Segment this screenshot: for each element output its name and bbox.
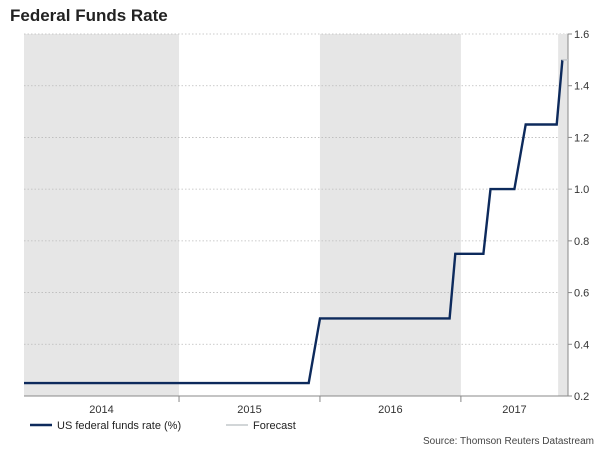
series <box>24 59 568 385</box>
axes <box>24 34 569 397</box>
legend-label: US federal funds rate (%) <box>57 420 181 432</box>
y-tick-label: 1.4 <box>574 81 589 93</box>
year-bands <box>24 34 461 396</box>
y-tick-label: 0.4 <box>574 339 589 351</box>
y-tick-label: 1.6 <box>574 29 589 41</box>
forecast-shade <box>558 34 568 396</box>
legend: US federal funds rate (%) Forecast <box>30 420 296 432</box>
x-tick-label-2016: 2016 <box>378 404 402 416</box>
x-tick-label-2017: 2017 <box>502 404 526 416</box>
x-ticks: 2014 2015 2016 2017 <box>89 396 527 416</box>
source-label: Source: Thomson Reuters Datastream <box>423 436 594 447</box>
y-ticks: 0.2 0.4 0.6 0.8 1.0 1.2 1.4 1.6 <box>568 29 589 403</box>
x-tick-label-2014: 2014 <box>89 404 113 416</box>
x-tick-label-2015: 2015 <box>237 404 261 416</box>
y-tick-label: 0.2 <box>574 391 589 403</box>
y-tick-label: 1.0 <box>574 184 589 196</box>
forecast-shade-rect <box>558 34 568 396</box>
y-tick-label: 0.6 <box>574 288 589 300</box>
legend-label: Forecast <box>253 420 296 432</box>
year-band-2016 <box>319 34 461 396</box>
series-line-fed-funds-rate <box>24 59 564 385</box>
year-band-2014 <box>24 34 180 396</box>
y-tick-label: 0.8 <box>574 236 589 248</box>
chart-title: Federal Funds Rate <box>10 6 168 25</box>
y-tick-label: 1.2 <box>574 132 589 144</box>
